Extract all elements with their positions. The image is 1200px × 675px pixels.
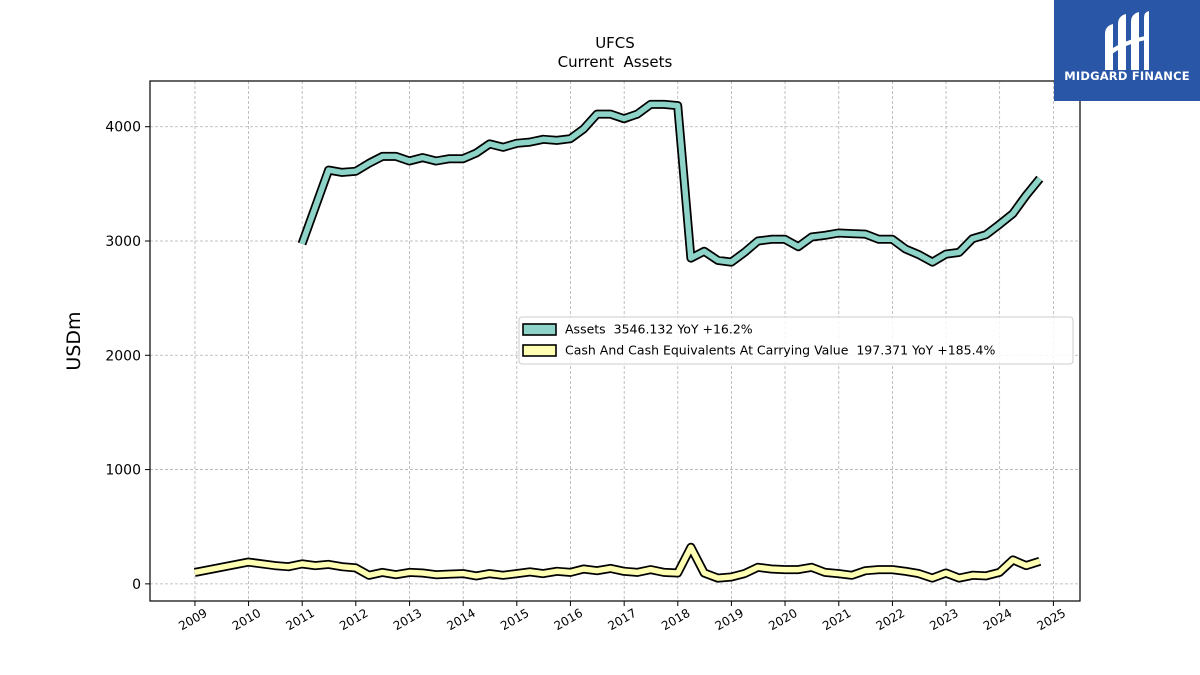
x-tick-label: 2015 xyxy=(498,606,531,633)
x-tick-label: 2010 xyxy=(230,606,263,633)
series-outline-0 xyxy=(297,99,1044,267)
x-tick-label: 2023 xyxy=(927,606,960,633)
legend-box xyxy=(518,316,1074,365)
chart-subtitle: Current Assets xyxy=(558,53,673,71)
x-tick-label: 2016 xyxy=(552,606,585,633)
series-line-1 xyxy=(194,544,1041,581)
y-tick-label: 4000 xyxy=(105,120,141,136)
x-tick-label: 2011 xyxy=(283,606,316,633)
x-tick-label: 2024 xyxy=(981,606,1014,633)
legend-label: Assets 3546.132 YoY +16.2% xyxy=(565,322,753,337)
legend-swatch xyxy=(522,344,557,357)
x-tick-label: 2013 xyxy=(391,606,424,633)
axis-ticks: 2009 2010 2011 2012 2013 2014 2015 2016 2017 2018… xyxy=(105,120,1068,634)
x-tick-label: 2021 xyxy=(820,606,853,633)
x-tick-label: 2014 xyxy=(444,606,477,633)
y-tick-label: 2000 xyxy=(105,348,141,364)
brand-name: MIDGARD FINANCE xyxy=(1064,69,1190,83)
midgard-finance-logo: MIDGARD FINANCE xyxy=(1054,0,1200,101)
legend: Assets 3546.132 YoY +16.2% Cash And Cash … xyxy=(518,316,1074,365)
x-tick-label: 2020 xyxy=(766,606,799,633)
x-tick-label: 2025 xyxy=(1035,606,1068,633)
y-tick-label: 3000 xyxy=(105,234,141,250)
y-axis-label: USDm xyxy=(63,311,85,370)
x-tick-label: 2017 xyxy=(605,606,638,633)
x-tick-label: 2022 xyxy=(874,606,907,633)
midgard-logo-icon xyxy=(1105,11,1149,70)
legend-swatch xyxy=(522,323,557,336)
y-tick-label: 0 xyxy=(132,577,141,593)
y-tick-label: 1000 xyxy=(105,463,141,479)
chart-title: UFCS xyxy=(595,34,635,52)
series-layer xyxy=(193,99,1044,583)
legend-label: Cash And Cash Equivalents At Carrying Va… xyxy=(565,343,996,358)
series-line-0 xyxy=(299,101,1042,265)
plot-frame xyxy=(149,80,1081,602)
x-tick-label: 2012 xyxy=(337,606,370,633)
x-tick-label: 2009 xyxy=(176,606,209,633)
x-tick-label: 2019 xyxy=(713,606,746,633)
x-tick-label: 2018 xyxy=(659,606,692,633)
